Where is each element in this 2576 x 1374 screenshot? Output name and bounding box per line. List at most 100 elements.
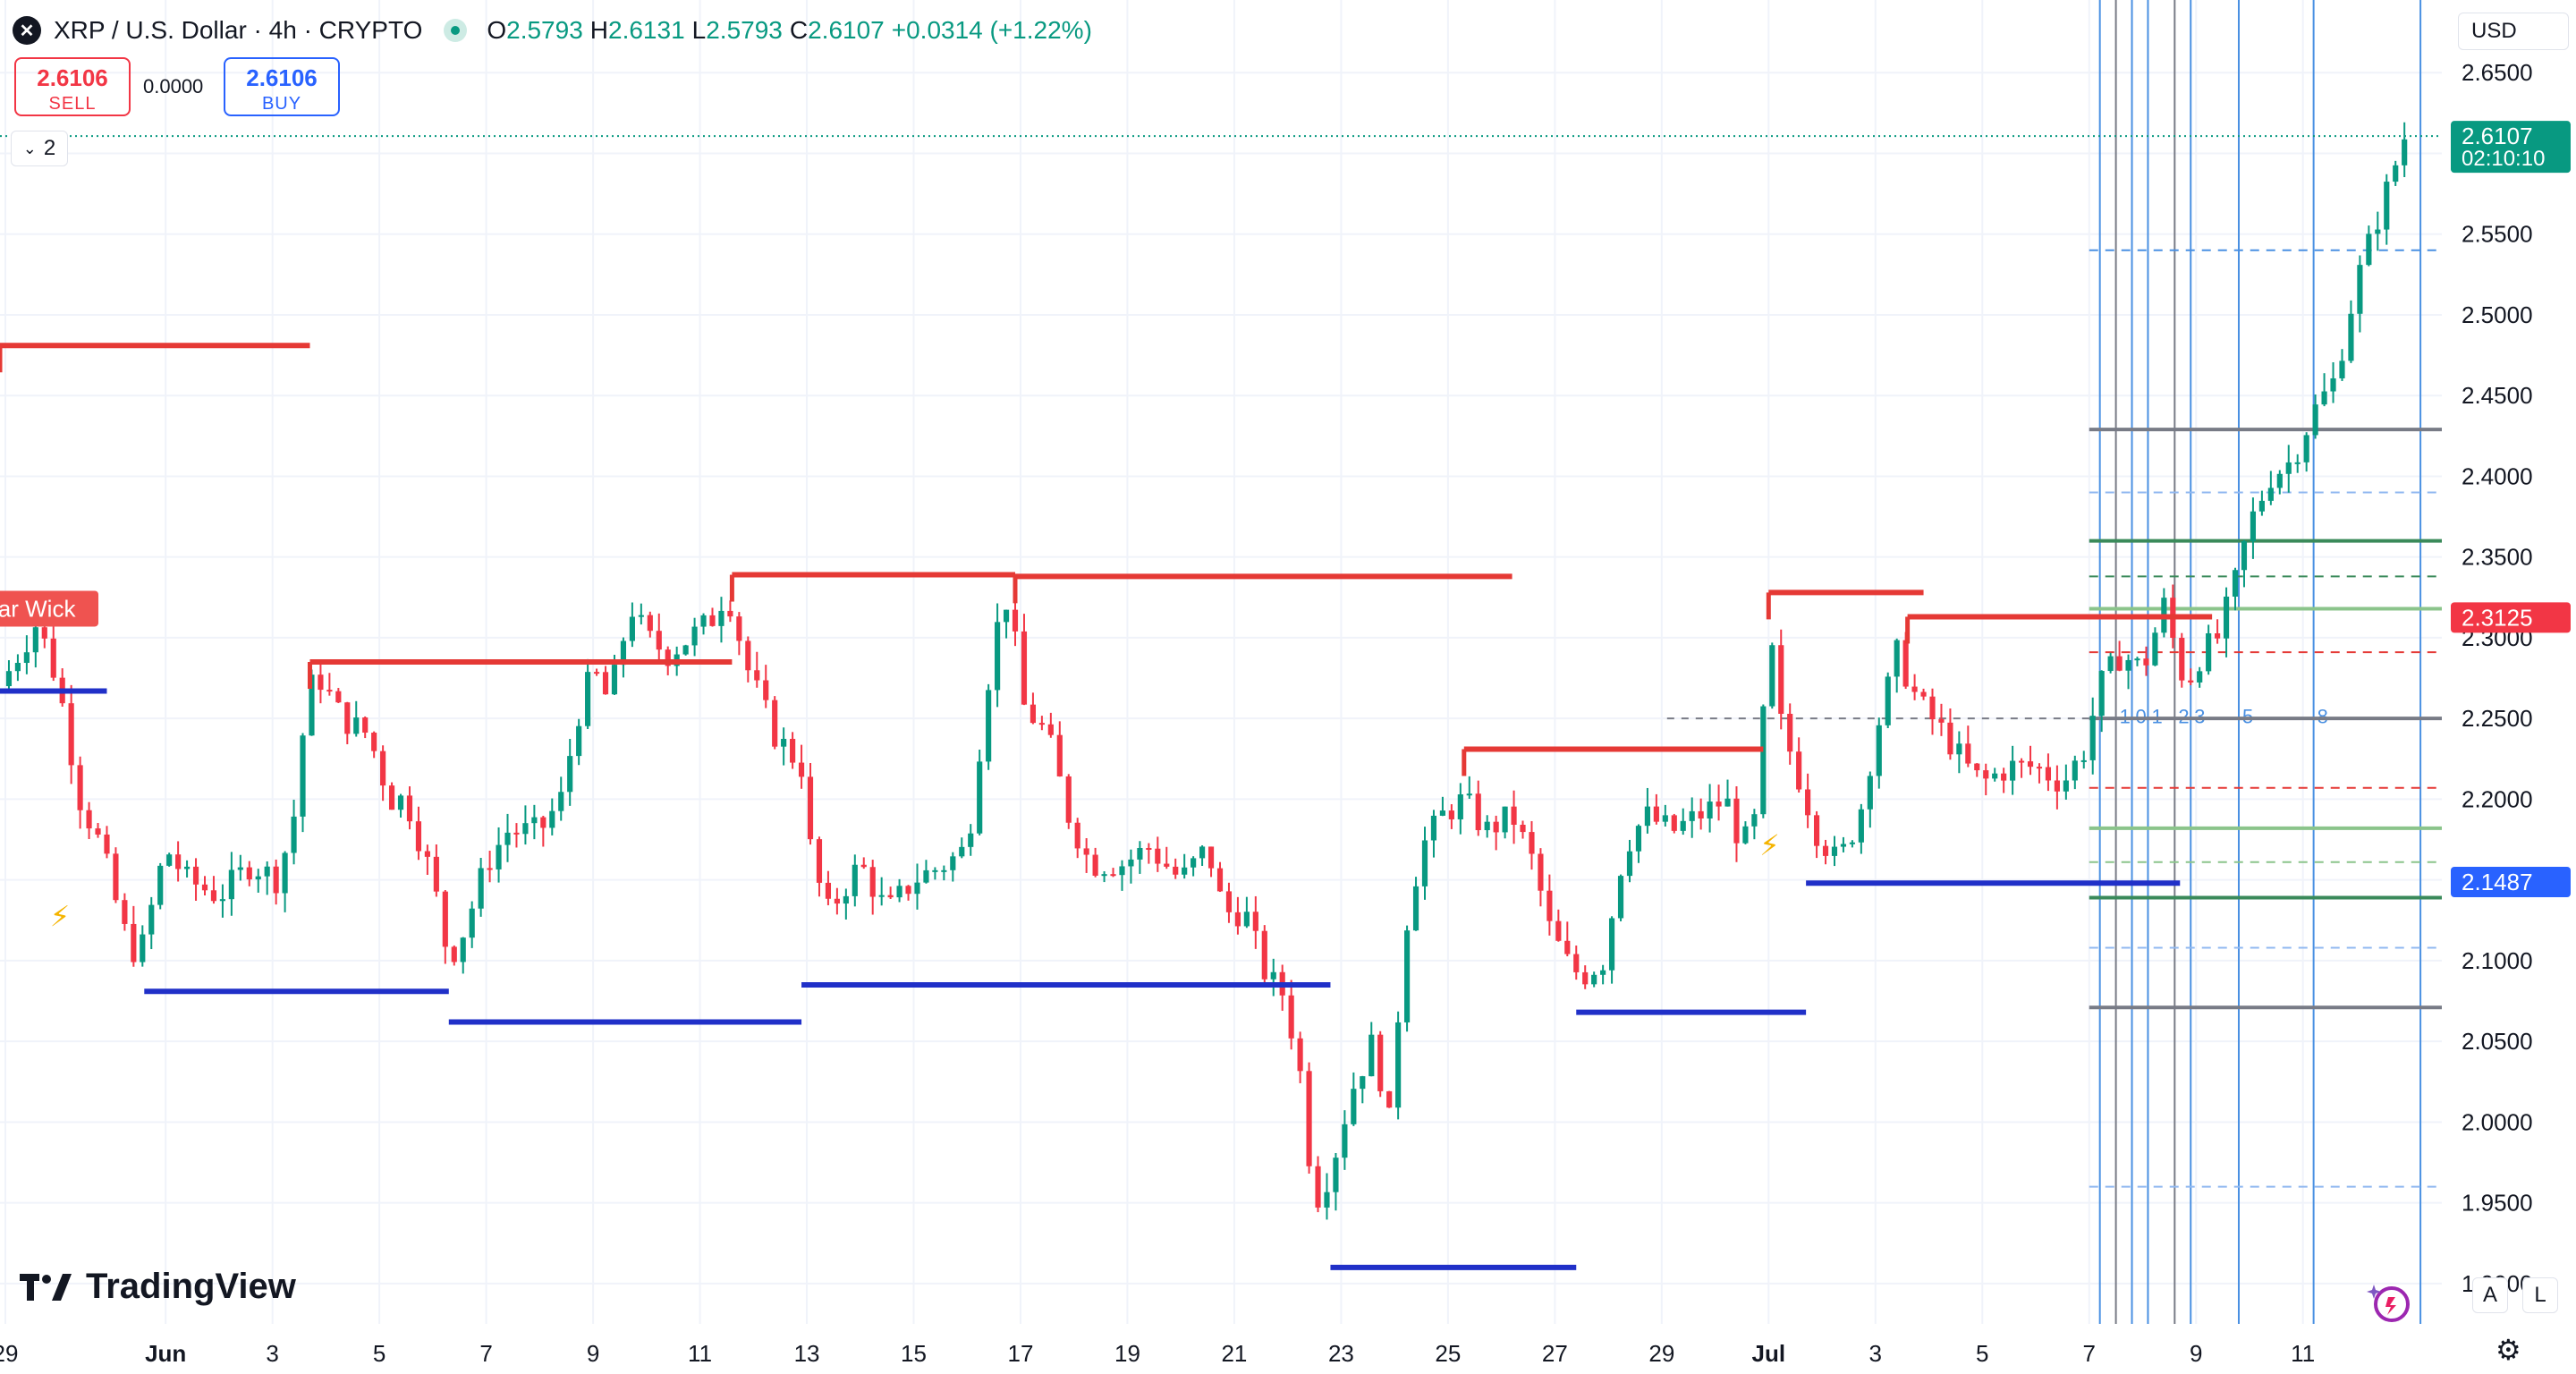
high-value: 2.6131	[608, 16, 685, 44]
candle-body	[2241, 541, 2248, 571]
ohlc-values: O2.5793 H2.6131 L2.5793 C2.6107 +0.0314 …	[487, 16, 1092, 45]
open-value: 2.5793	[506, 16, 583, 44]
candle-body	[1030, 704, 1037, 724]
indicators-toggle-button[interactable]: ⌄ 2	[11, 131, 68, 166]
candle-body	[1128, 859, 1134, 867]
candle-body	[309, 674, 315, 736]
candle-body	[2027, 761, 2034, 768]
candle-body	[2179, 638, 2185, 681]
candle-body	[2312, 404, 2318, 436]
candle-body	[2294, 462, 2301, 464]
candle-body	[620, 640, 627, 666]
candle-body	[878, 895, 885, 897]
time-cycle-label: 2	[2178, 706, 2189, 728]
candle-body	[1484, 821, 1490, 831]
candle-body	[2063, 780, 2069, 792]
candle-body	[1582, 971, 1589, 985]
candle-body	[1164, 863, 1170, 867]
candle-body	[736, 616, 742, 641]
close-value: 2.6107	[808, 16, 885, 44]
candle-body	[1119, 866, 1125, 876]
candle-body	[1511, 806, 1517, 825]
symbol-title[interactable]: XRP / U.S. Dollar · 4h · CRYPTO	[54, 16, 423, 44]
candle-body	[1199, 846, 1206, 859]
candle-body	[1137, 847, 1143, 860]
candle-body	[1270, 971, 1276, 980]
candle-body	[1760, 706, 1767, 815]
candle-body	[1680, 820, 1686, 831]
candle-body	[1012, 609, 1019, 632]
candle-body	[522, 823, 529, 835]
candle-body	[2384, 182, 2390, 230]
candle-body	[1662, 815, 1668, 822]
candle-body	[2197, 671, 2203, 683]
candle-body	[1261, 930, 1267, 980]
candle-body	[2054, 780, 2060, 792]
candle-body	[1751, 814, 1758, 827]
candle-body	[1448, 810, 1454, 819]
candle-body	[1252, 912, 1258, 931]
candle-body	[2339, 360, 2345, 378]
candle-body	[2402, 139, 2408, 165]
candle-body	[1626, 851, 1633, 877]
tradingview-logo-icon	[20, 1273, 72, 1301]
candle-body	[415, 821, 422, 852]
candle-body	[1225, 891, 1233, 912]
candle-body	[1430, 815, 1437, 841]
candle-body	[140, 934, 146, 963]
buy-button[interactable]: 2.6106 BUY	[224, 57, 340, 116]
candle-body	[300, 735, 306, 817]
candle-body	[1155, 848, 1161, 864]
candle-body	[781, 738, 787, 747]
candle-body	[986, 690, 992, 762]
price-axis-tick: 2.2500	[2462, 705, 2533, 732]
candle-body	[611, 665, 618, 695]
candle-body	[1716, 802, 1722, 807]
candle-body	[273, 866, 279, 894]
time-axis-tick: 25	[1435, 1340, 1461, 1367]
candle-body	[246, 867, 252, 880]
candle-body	[2348, 313, 2354, 361]
candle-body	[1911, 686, 1918, 692]
candle-body	[1538, 853, 1544, 891]
time-axis-tick: 15	[901, 1340, 927, 1367]
price-axis-tick: 2.1000	[2462, 947, 2533, 974]
market-status-icon	[444, 19, 468, 42]
time-cycle-label: 0	[2136, 706, 2147, 728]
candle-body	[691, 626, 698, 646]
candle-body	[1787, 713, 1793, 752]
candle-body	[210, 890, 217, 902]
candle-body	[1671, 815, 1677, 831]
time-cycle-label: 3	[2194, 706, 2205, 728]
ai-assistant-icon[interactable]	[2365, 1277, 2415, 1327]
currency-selector[interactable]: USD	[2458, 13, 2569, 50]
candle-body	[2232, 570, 2239, 597]
candle-body	[869, 867, 876, 897]
candle-body	[2330, 377, 2336, 392]
candle-body	[478, 868, 484, 909]
auto-scale-button[interactable]: A	[2472, 1277, 2508, 1313]
candle-body	[941, 869, 947, 872]
candle-body	[1653, 806, 1659, 822]
tradingview-logo[interactable]: TradingView	[20, 1267, 296, 1307]
sell-button[interactable]: 2.6106 SELL	[14, 57, 131, 116]
candle-body	[264, 866, 270, 877]
candle-body	[1724, 798, 1731, 807]
time-axis-tick: 21	[1221, 1340, 1247, 1367]
candle-body	[397, 795, 404, 810]
candle-body	[1146, 847, 1152, 850]
candle-body	[1929, 696, 1936, 720]
time-axis-tick: 9	[2190, 1340, 2202, 1367]
open-label: O	[487, 16, 507, 44]
candle-body	[2036, 767, 2043, 769]
candle-body	[531, 817, 538, 824]
candle-body	[1920, 691, 1927, 697]
candle-body	[1564, 940, 1571, 954]
gear-icon[interactable]: ⚙	[2496, 1334, 2521, 1366]
log-scale-button[interactable]: L	[2522, 1277, 2558, 1313]
candle-body	[798, 762, 805, 777]
low-label: L	[691, 16, 707, 44]
candle-body	[1600, 970, 1606, 975]
candle-body	[2303, 435, 2309, 462]
